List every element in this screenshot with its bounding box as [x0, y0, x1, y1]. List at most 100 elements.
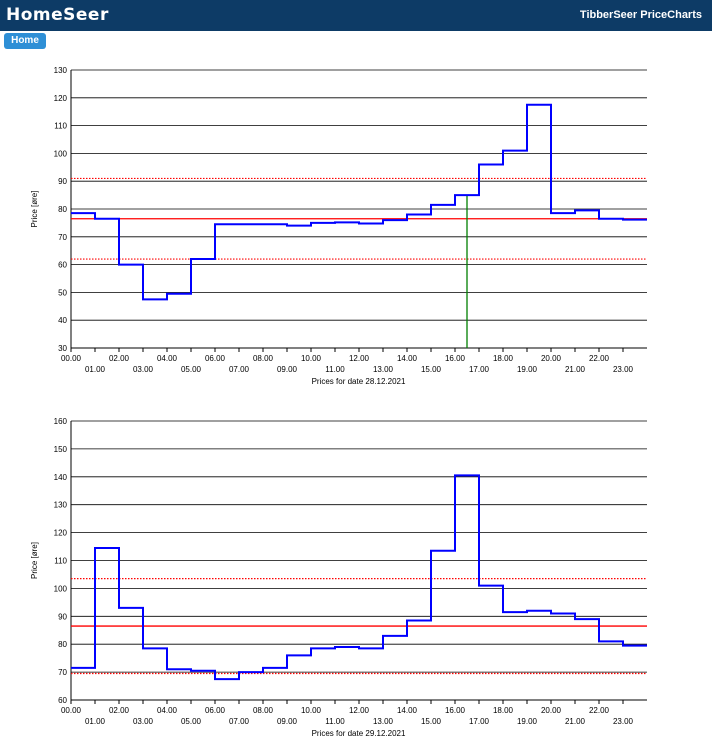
- x-tick-label: 16.00: [445, 706, 466, 715]
- x-tick-label: 19.00: [517, 717, 538, 726]
- x-tick-label: 00.00: [61, 706, 82, 715]
- price-point-hour-18: [503, 611, 527, 613]
- price-point-hour-21: [575, 209, 599, 211]
- x-tick-label: 06.00: [205, 706, 226, 715]
- x-tick-label: 09.00: [277, 365, 298, 374]
- y-tick-label: 70: [58, 233, 67, 242]
- x-tick-label: 15.00: [421, 365, 442, 374]
- y-tick-label: 130: [54, 66, 68, 75]
- x-tick-label: 12.00: [349, 706, 370, 715]
- price-point-hour-14: [407, 619, 431, 621]
- price-point-hour-10: [311, 647, 335, 649]
- x-tick-label: 13.00: [373, 717, 394, 726]
- app-header: HomeSeer TibberSeer PriceCharts: [0, 0, 712, 31]
- x-tick-label: 17.00: [469, 365, 490, 374]
- x-tick-label: 02.00: [109, 354, 130, 363]
- price-point-hour-1: [95, 218, 119, 220]
- x-axis-label: Prices for date 29.12.2021: [312, 729, 406, 738]
- y-tick-label: 150: [54, 445, 68, 454]
- x-tick-label: 02.00: [109, 706, 130, 715]
- x-tick-label: 21.00: [565, 365, 586, 374]
- price-point-hour-4: [167, 668, 191, 670]
- x-tick-label: 16.00: [445, 354, 466, 363]
- price-point-hour-6: [215, 223, 239, 225]
- price-point-hour-17: [479, 585, 503, 587]
- price-point-hour-19: [527, 104, 551, 106]
- x-tick-label: 14.00: [397, 354, 418, 363]
- home-button[interactable]: Home: [4, 33, 46, 49]
- x-tick-label: 03.00: [133, 365, 154, 374]
- x-tick-label: 18.00: [493, 354, 514, 363]
- price-point-hour-12: [359, 222, 383, 224]
- y-tick-label: 60: [58, 696, 67, 705]
- x-tick-label: 15.00: [421, 717, 442, 726]
- y-tick-label: 30: [58, 344, 67, 353]
- x-tick-label: 10.00: [301, 354, 322, 363]
- price-point-hour-0: [71, 212, 95, 214]
- x-tick-label: 20.00: [541, 706, 562, 715]
- price-point-hour-2: [119, 264, 143, 266]
- y-tick-label: 100: [54, 149, 68, 158]
- price-point-hour-3: [143, 647, 167, 649]
- x-tick-label: 01.00: [85, 365, 106, 374]
- y-axis-label: Price [øre]: [30, 542, 39, 579]
- price-point-hour-17: [479, 164, 503, 166]
- x-tick-label: 04.00: [157, 706, 178, 715]
- y-tick-label: 110: [54, 122, 67, 131]
- price-point-hour-19: [527, 610, 551, 612]
- app-title: TibberSeer PriceCharts: [579, 9, 702, 21]
- y-tick-label: 50: [58, 288, 67, 297]
- x-tick-label: 08.00: [253, 354, 274, 363]
- x-tick-label: 22.00: [589, 706, 610, 715]
- price-point-hour-23: [623, 219, 647, 221]
- price-point-hour-7: [239, 223, 263, 225]
- price-point-hour-21: [575, 618, 599, 620]
- x-tick-label: 23.00: [613, 365, 634, 374]
- x-tick-label: 23.00: [613, 717, 634, 726]
- x-tick-label: 00.00: [61, 354, 82, 363]
- x-tick-label: 07.00: [229, 365, 250, 374]
- price-point-hour-20: [551, 212, 575, 214]
- price-point-hour-0: [71, 667, 95, 669]
- y-tick-label: 130: [54, 501, 68, 510]
- x-tick-label: 12.00: [349, 354, 370, 363]
- x-tick-label: 06.00: [205, 354, 226, 363]
- price-point-hour-5: [191, 258, 215, 260]
- price-point-hour-18: [503, 150, 527, 152]
- price-point-hour-9: [287, 225, 311, 227]
- price-point-hour-13: [383, 635, 407, 637]
- price-point-hour-22: [599, 218, 623, 220]
- price-point-hour-8: [263, 223, 287, 225]
- x-tick-label: 13.00: [373, 365, 394, 374]
- x-tick-label: 11.00: [325, 365, 345, 374]
- price-point-hour-12: [359, 647, 383, 649]
- price-point-hour-15: [431, 550, 455, 552]
- price-point-hour-22: [599, 640, 623, 642]
- y-tick-label: 60: [58, 261, 67, 270]
- y-tick-label: 140: [54, 473, 68, 482]
- price-point-hour-16: [455, 194, 479, 196]
- x-tick-label: 14.00: [397, 706, 418, 715]
- y-tick-label: 120: [54, 529, 68, 538]
- price-point-hour-1: [95, 547, 119, 549]
- price-point-hour-10: [311, 222, 335, 224]
- price-step-line: [71, 103, 647, 301]
- y-tick-label: 90: [58, 612, 67, 621]
- x-tick-label: 11.00: [325, 717, 345, 726]
- price-point-hour-23: [623, 645, 647, 647]
- x-tick-label: 22.00: [589, 354, 610, 363]
- y-tick-label: 80: [58, 205, 67, 214]
- x-tick-label: 03.00: [133, 717, 154, 726]
- x-tick-label: 05.00: [181, 365, 202, 374]
- x-tick-label: 05.00: [181, 717, 202, 726]
- y-tick-label: 160: [54, 417, 68, 426]
- homeseer-logo: HomeSeer: [6, 5, 109, 25]
- x-tick-label: 21.00: [565, 717, 586, 726]
- price-point-hour-14: [407, 214, 431, 216]
- price-chart-28-12-2021: 30 40 50 60 70 80 90 100 110 120 130 00.00 02.00 04.0…: [30, 66, 647, 386]
- x-tick-label: 10.00: [301, 706, 322, 715]
- y-tick-label: 80: [58, 640, 67, 649]
- x-axis-label: Prices for date 28.12.2021: [312, 377, 406, 386]
- price-point-hour-11: [335, 646, 359, 648]
